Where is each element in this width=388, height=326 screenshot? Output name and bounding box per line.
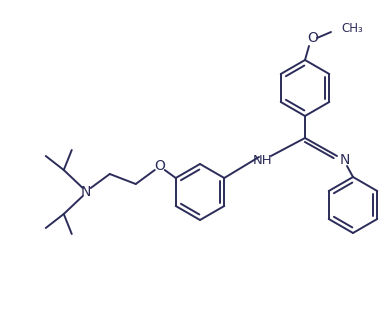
Text: O: O [308,31,319,45]
Text: NH: NH [253,154,273,167]
Text: N: N [340,153,350,167]
Text: CH₃: CH₃ [341,22,363,36]
Text: O: O [154,159,165,173]
Text: N: N [81,185,91,199]
